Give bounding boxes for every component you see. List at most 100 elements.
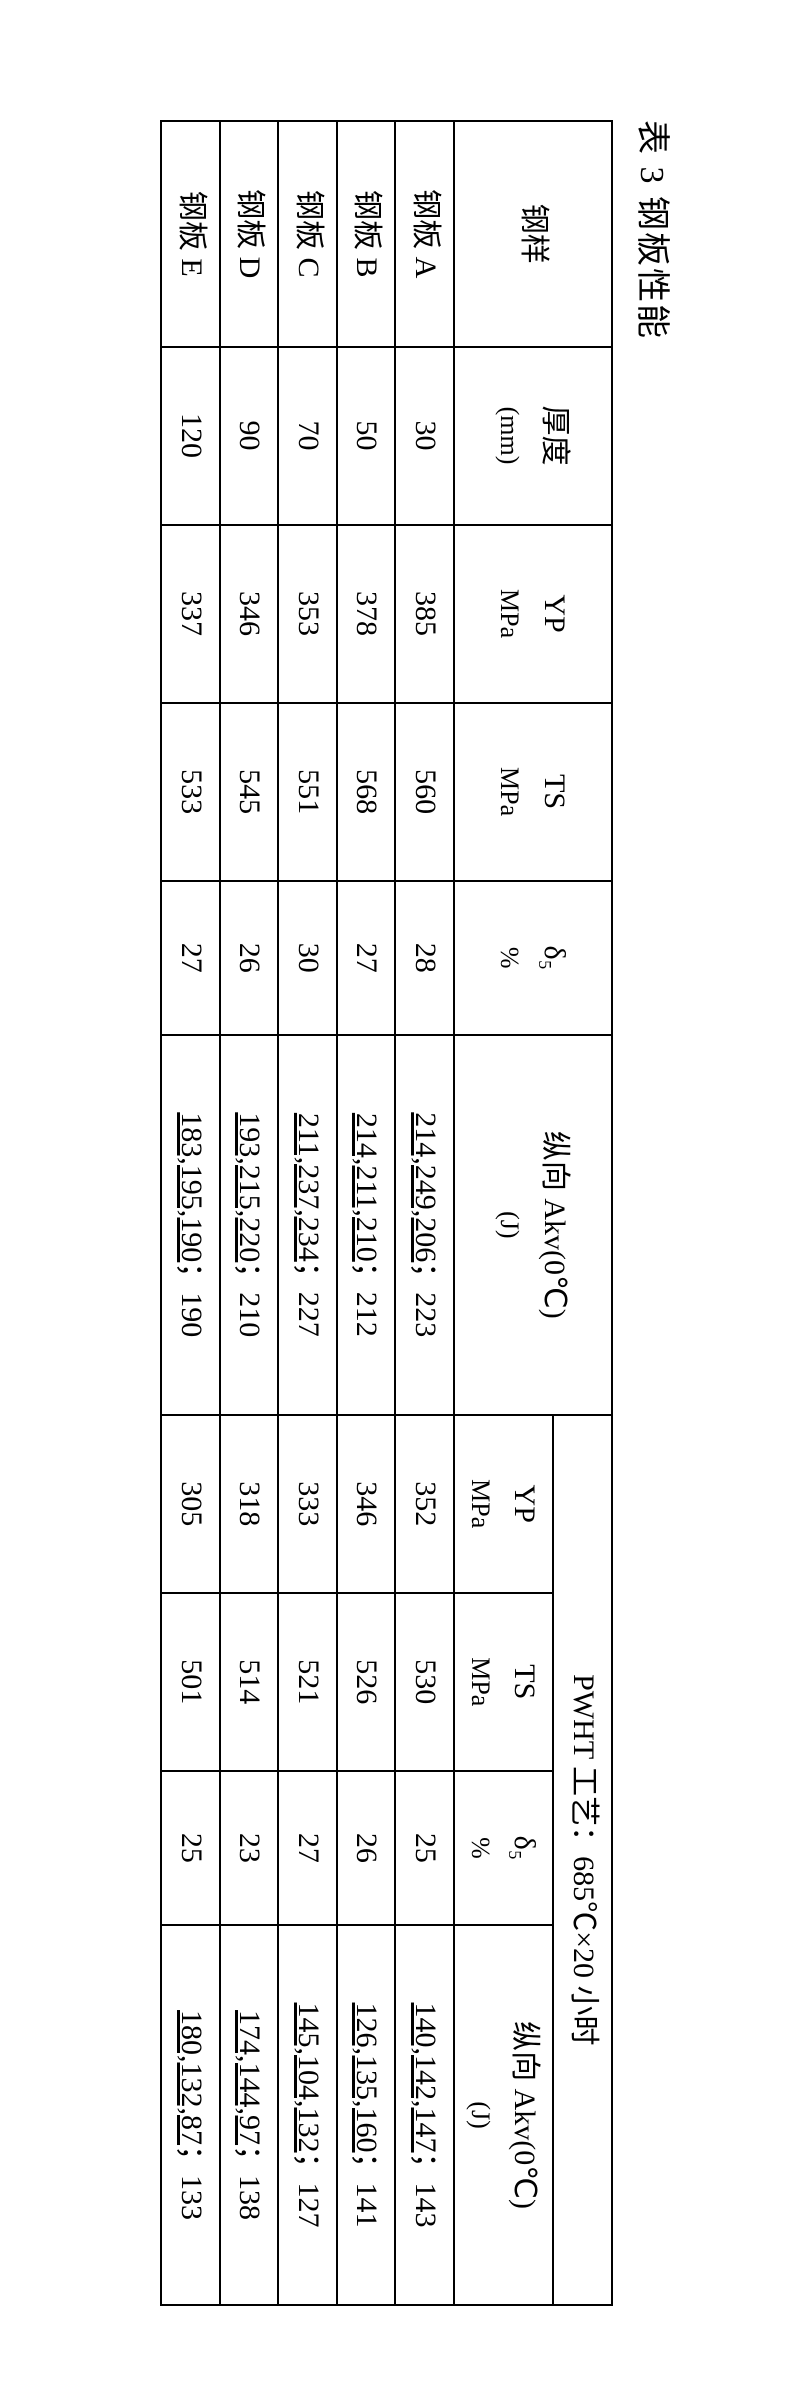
ts-unit: MPa [492,710,527,874]
cell-thickness: 50 [337,347,396,525]
cell-d52: 25 [395,1771,454,1925]
cell-ts: 533 [161,703,220,881]
cell-yp: 378 [337,525,396,703]
cell-d5: 28 [395,881,454,1035]
akv-avg: ；190 [175,1262,208,1337]
cell-thickness: 70 [278,347,337,525]
akv2-values: 126,135,160 [350,2003,383,2153]
cell-akv2: 180,132,87；133 [161,1925,220,2305]
cell-d5: 27 [337,881,396,1035]
table-caption: 表 3 钢板性能 [631,120,680,2306]
header-row-1: 钢样 厚度 (mm) YP MPa TS MPa δ₅ [554,121,613,2305]
d52-label: δ₅ [509,1836,542,1861]
col-thickness: 厚度 (mm) [454,347,612,525]
cell-yp: 353 [278,525,337,703]
yp2-unit: MPa [463,1422,498,1586]
cell-yp: 346 [220,525,279,703]
table-row: 钢板 A 30 385 560 28 214,249,206；223 352 5… [395,121,454,2305]
cell-ts2: 514 [220,1593,279,1771]
col-pwht-group: PWHT 工艺：685℃×20 小时 [554,1415,613,2305]
akv2-values: 145,104,132 [292,2003,325,2153]
cell-thickness: 30 [395,347,454,525]
cell-akv2: 145,104,132；127 [278,1925,337,2305]
cell-ts2: 526 [337,1593,396,1771]
cell-yp2: 352 [395,1415,454,1593]
d5-label: δ₅ [538,945,571,970]
akv-values: 193,215,220 [233,1112,266,1262]
thickness-unit: (mm) [492,354,527,518]
col-d52: δ₅ % [454,1771,554,1925]
akv-avg: ；227 [292,1262,325,1337]
akv2-avg: ；133 [175,2145,208,2220]
akv-avg: ；223 [409,1262,442,1337]
cell-yp2: 333 [278,1415,337,1593]
cell-yp2: 346 [337,1415,396,1593]
col-sample: 钢样 [454,121,612,347]
table-row: 钢板 E 120 337 533 27 183,195,190；190 305 … [161,121,220,2305]
yp2-label: YP [509,1485,542,1523]
cell-yp2: 318 [220,1415,279,1593]
cell-akv2: 140,142,147；143 [395,1925,454,2305]
cell-sample: 钢板 E [161,121,220,347]
akv2-avg: ；143 [409,2153,442,2228]
table-row: 钢板 B 50 378 568 27 214,211,210；212 346 5… [337,121,396,2305]
yp-label: YP [538,594,571,632]
cell-d5: 26 [220,881,279,1035]
cell-akv2: 126,135,160；141 [337,1925,396,2305]
akv2-avg: ；138 [233,2145,266,2220]
cell-ts2: 521 [278,1593,337,1771]
cell-sample: 钢板 A [395,121,454,347]
cell-ts2: 501 [161,1593,220,1771]
akv-avg: ；210 [233,1262,266,1337]
cell-d5: 30 [278,881,337,1035]
d5-unit: % [492,888,527,1028]
cell-d52: 27 [278,1771,337,1925]
cell-d52: 25 [161,1771,220,1925]
cell-akv: 183,195,190；190 [161,1035,220,1415]
thickness-label: 厚度 [538,406,571,466]
akv2-values: 140,142,147 [409,2003,442,2153]
ts-label: TS [538,774,571,809]
akv2-label: 纵向 Akv(0℃) [509,2021,542,2209]
col-yp2: YP MPa [454,1415,554,1593]
cell-akv: 214,249,206；223 [395,1035,454,1415]
akv-avg: ；212 [350,1262,383,1337]
cell-akv: 193,215,220；210 [220,1035,279,1415]
akv-values: 211,237,234 [292,1113,325,1262]
cell-d5: 27 [161,881,220,1035]
col-ts: TS MPa [454,703,612,881]
cell-yp2: 305 [161,1415,220,1593]
akv-unit: (J) [492,1042,527,1408]
akv2-unit: (J) [463,1932,498,2298]
akv2-avg: ；127 [292,2153,325,2228]
cell-thickness: 120 [161,347,220,525]
akv-label: 纵向 Akv(0℃) [538,1131,571,1319]
col-akv2: 纵向 Akv(0℃) (J) [454,1925,554,2305]
akv-values: 214,249,206 [409,1112,442,1262]
col-yp: YP MPa [454,525,612,703]
d52-unit: % [463,1778,498,1918]
steel-properties-table: 钢样 厚度 (mm) YP MPa TS MPa δ₅ [160,120,613,2306]
cell-d52: 23 [220,1771,279,1925]
akv-values: 183,195,190 [175,1112,208,1262]
yp-unit: MPa [492,532,527,696]
cell-thickness: 90 [220,347,279,525]
cell-ts: 568 [337,703,396,881]
akv2-values: 180,132,87 [175,2010,208,2145]
col-ts2: TS MPa [454,1593,554,1771]
cell-ts2: 530 [395,1593,454,1771]
cell-akv2: 174,144,97；138 [220,1925,279,2305]
cell-sample: 钢板 B [337,121,396,347]
cell-sample: 钢板 D [220,121,279,347]
cell-akv: 214,211,210；212 [337,1035,396,1415]
table-row: 钢板 C 70 353 551 30 211,237,234；227 333 5… [278,121,337,2305]
col-akv: 纵向 Akv(0℃) (J) [454,1035,612,1415]
cell-sample: 钢板 C [278,121,337,347]
akv-values: 214,211,210 [350,1113,383,1262]
cell-ts: 551 [278,703,337,881]
table-row: 钢板 D 90 346 545 26 193,215,220；210 318 5… [220,121,279,2305]
akv2-values: 174,144,97 [233,2010,266,2145]
cell-yp: 385 [395,525,454,703]
cell-ts: 545 [220,703,279,881]
cell-yp: 337 [161,525,220,703]
